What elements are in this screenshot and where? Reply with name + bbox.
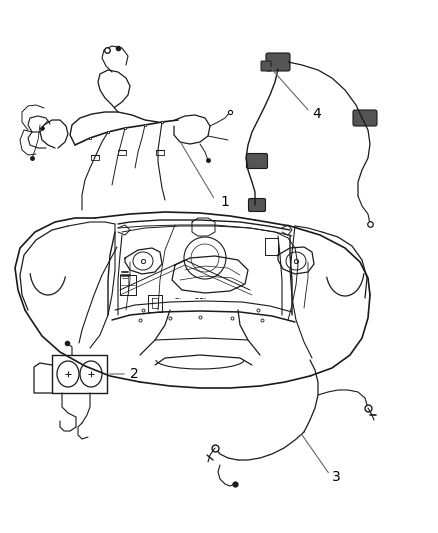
Text: 2: 2 (130, 367, 139, 381)
FancyBboxPatch shape (261, 61, 271, 71)
Text: 3: 3 (332, 470, 341, 484)
FancyBboxPatch shape (248, 198, 265, 212)
FancyBboxPatch shape (266, 53, 290, 71)
FancyBboxPatch shape (353, 110, 377, 126)
FancyBboxPatch shape (247, 154, 268, 168)
Text: 1: 1 (220, 195, 229, 209)
Text: 4: 4 (312, 107, 321, 121)
